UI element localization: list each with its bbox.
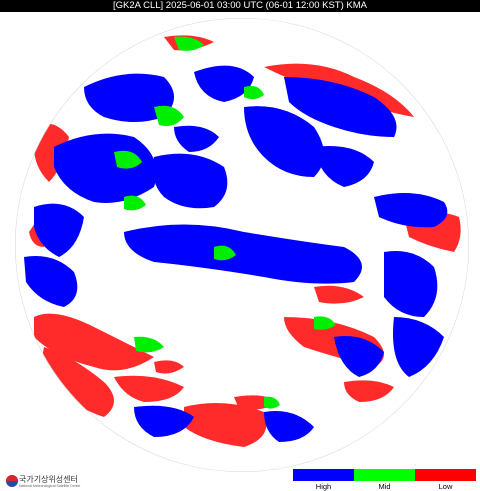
legend-color-mid (354, 469, 415, 481)
agency-name-english: National Meteorological Satellite Center (19, 484, 81, 488)
legend-label-high: High (315, 482, 332, 491)
high-cloud-regions (24, 65, 448, 442)
legend-label-mid: Mid (378, 482, 391, 491)
mid-cloud-regions (114, 36, 336, 409)
nmsc-logo-icon (6, 475, 18, 487)
legend-color-low (415, 469, 476, 481)
legend-label-low: Low (438, 482, 453, 491)
agency-name-korean: 국가기상위성센터 (19, 475, 78, 484)
legend-color-high (293, 469, 354, 481)
image-title: [GK2A CLL] 2025-06-01 03:00 UTC (06-01 1… (0, 0, 480, 12)
cloud-layer-legend: High Mid Low (293, 469, 476, 491)
earth-disk-cloud-layer-image (15, 18, 469, 472)
low-cloud-regions (29, 35, 461, 447)
